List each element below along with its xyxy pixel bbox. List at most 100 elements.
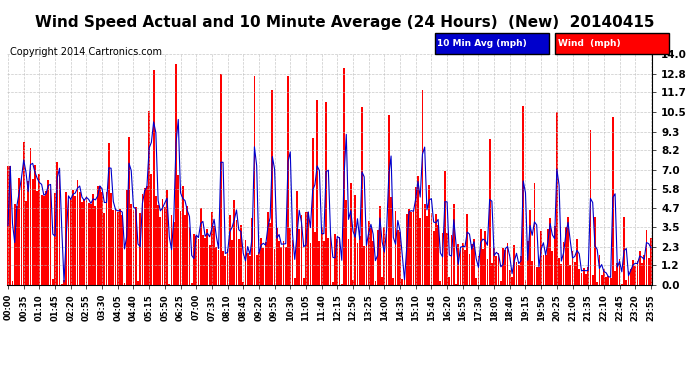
Bar [397,230,399,285]
Bar [204,238,206,285]
Bar [630,269,631,285]
Bar [540,231,542,285]
Bar [466,214,468,285]
Bar [393,278,394,285]
Bar [41,195,43,285]
Bar [285,247,286,285]
Bar [648,258,649,285]
Bar [460,250,462,285]
Text: Wind Speed Actual and 10 Minute Average (24 Hours)  (New)  20140415: Wind Speed Actual and 10 Minute Average … [35,15,655,30]
Bar [209,245,210,285]
Bar [240,225,242,285]
Bar [287,76,289,285]
Bar [296,191,298,285]
Bar [388,115,390,285]
Bar [589,130,591,285]
Bar [92,194,94,285]
Bar [390,197,392,285]
Bar [464,250,466,285]
Bar [337,240,338,285]
Bar [453,204,455,285]
Bar [66,192,67,285]
Bar [7,166,9,285]
Bar [520,256,522,285]
Bar [95,206,97,285]
Bar [583,267,584,285]
Bar [124,282,126,285]
Bar [361,108,363,285]
Bar [495,256,497,285]
Bar [195,236,197,285]
Bar [150,174,152,285]
Bar [650,238,652,285]
Bar [30,148,31,285]
Bar [406,214,408,285]
Bar [16,206,18,285]
Bar [482,249,484,285]
Bar [522,106,524,285]
Bar [200,208,201,285]
Bar [350,183,352,285]
Bar [258,252,260,285]
Text: 10 Min Avg (mph): 10 Min Avg (mph) [437,39,527,48]
Bar [323,241,325,285]
Bar [242,282,244,285]
Bar [515,262,518,285]
Bar [28,181,29,285]
Bar [578,269,580,285]
Bar [12,281,13,285]
Bar [533,183,535,285]
Bar [197,239,199,285]
Bar [352,280,354,285]
Bar [500,281,502,285]
Bar [417,176,419,285]
Bar [513,245,515,285]
Bar [569,265,571,285]
Bar [137,280,139,285]
Bar [278,242,280,285]
Bar [217,251,219,285]
Bar [247,253,248,285]
Bar [43,196,45,285]
Bar [101,192,103,285]
Bar [343,69,345,285]
Bar [104,213,106,285]
Bar [571,251,573,285]
Bar [202,235,204,285]
Bar [233,200,235,285]
Bar [379,206,381,285]
Bar [411,212,412,285]
Bar [547,229,549,285]
Bar [159,216,161,285]
Bar [110,193,112,285]
Bar [170,215,172,285]
Bar [280,247,282,285]
Bar [188,228,190,285]
Bar [455,284,457,285]
Bar [235,220,237,285]
Bar [152,70,155,285]
Bar [128,136,130,285]
Bar [63,280,65,285]
Bar [328,238,329,285]
Bar [399,232,401,285]
Bar [117,213,119,285]
Bar [332,282,334,285]
Bar [70,199,72,285]
Bar [442,233,444,285]
Bar [451,235,453,285]
Bar [585,274,587,285]
Bar [616,264,618,285]
Bar [215,247,217,285]
Bar [628,271,629,285]
Bar [72,190,74,285]
Bar [422,90,424,285]
Bar [325,102,327,285]
Bar [253,76,255,285]
Bar [375,281,376,285]
Bar [175,64,177,285]
Bar [298,229,300,285]
Bar [186,206,188,285]
Bar [527,241,529,285]
Bar [25,201,27,285]
